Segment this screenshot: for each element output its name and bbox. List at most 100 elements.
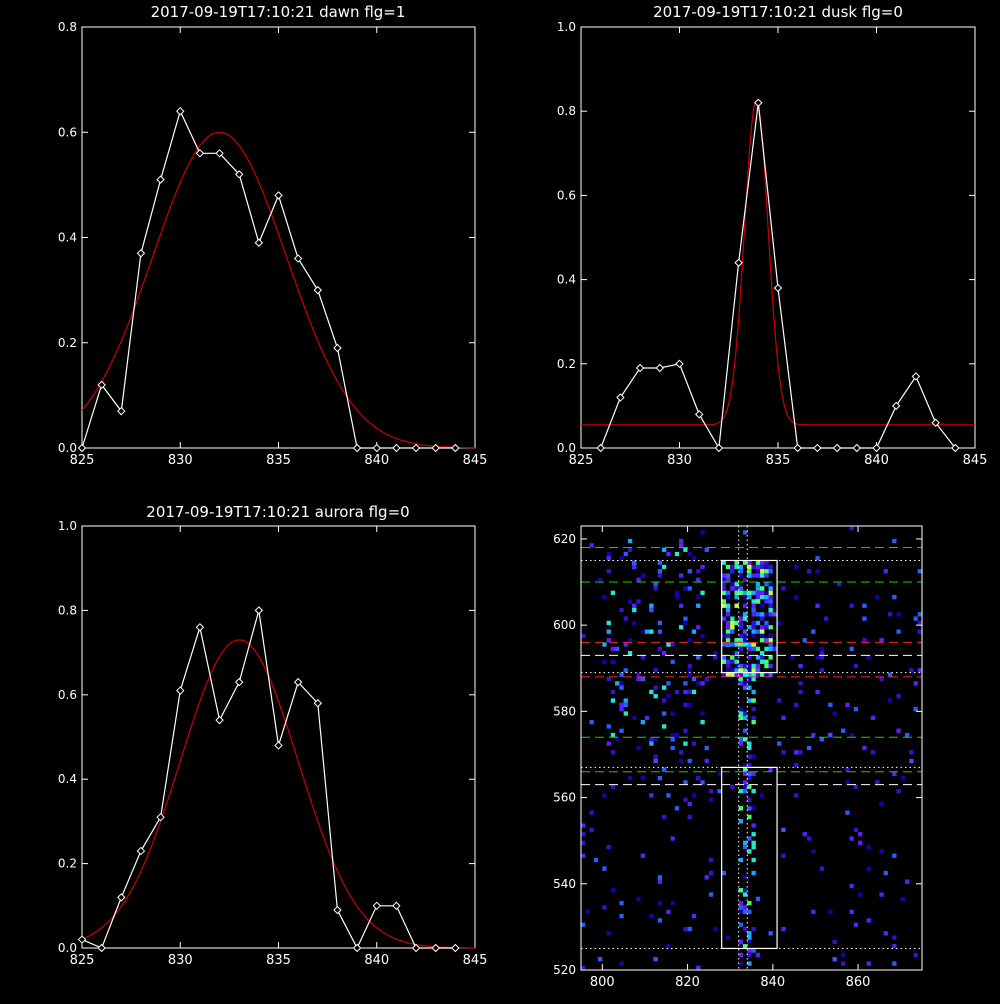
heatmap-pixel bbox=[730, 659, 735, 664]
heatmap-pixel bbox=[772, 646, 778, 651]
data-point bbox=[392, 443, 401, 453]
heatmap-pixel bbox=[649, 741, 654, 746]
heatmap-pixel bbox=[751, 672, 756, 677]
heatmap-pixel bbox=[670, 642, 675, 647]
heatmap-pixel bbox=[751, 590, 756, 595]
heatmap-pixel bbox=[743, 560, 748, 565]
heatmap-pixel bbox=[657, 569, 662, 574]
heatmap-pixel bbox=[743, 663, 748, 669]
data-point bbox=[97, 943, 106, 953]
heatmap-pixel bbox=[875, 595, 880, 600]
heatmap-pixel bbox=[802, 832, 807, 837]
heatmap-pixel bbox=[760, 595, 765, 600]
heatmap-pixel bbox=[747, 939, 752, 945]
heatmap-pixel bbox=[866, 845, 871, 850]
data-point bbox=[136, 846, 146, 856]
heatmap-pixel bbox=[666, 642, 671, 647]
heatmap-pixel bbox=[730, 625, 735, 630]
heatmap-pixel bbox=[734, 560, 739, 565]
heatmap-pixel bbox=[794, 595, 799, 600]
heatmap-pixel bbox=[743, 888, 748, 893]
heatmap-pixel bbox=[725, 935, 731, 940]
heatmap-pixel bbox=[691, 914, 697, 919]
heatmap-pixel bbox=[747, 909, 752, 914]
heatmap-pixel bbox=[679, 625, 684, 630]
heatmap-pixel bbox=[755, 952, 761, 958]
heatmap-pixel bbox=[743, 789, 748, 794]
heatmap-pixel bbox=[751, 771, 756, 776]
heatmap-pixel bbox=[683, 586, 688, 591]
heatmap-pixel bbox=[743, 530, 748, 535]
heatmap-pixel bbox=[619, 672, 624, 677]
heatmap-pixel bbox=[743, 681, 748, 686]
heatmap-pixel bbox=[657, 879, 662, 884]
heatmap-pixel bbox=[755, 595, 761, 600]
heatmap-pixel bbox=[806, 569, 812, 574]
heatmap-pixel bbox=[738, 573, 743, 578]
heatmap-pixel bbox=[743, 845, 748, 850]
heatmap-pixel bbox=[725, 612, 731, 617]
heatmap-pixel bbox=[606, 676, 611, 682]
heatmap-pixel bbox=[636, 676, 641, 682]
heatmap-pixel bbox=[849, 603, 854, 608]
heatmap-pixel bbox=[751, 564, 756, 570]
heatmap-pixel bbox=[747, 776, 752, 781]
heatmap-pixel bbox=[887, 698, 893, 703]
heatmap-pixel bbox=[598, 577, 603, 582]
heatmap-pixel bbox=[755, 655, 761, 660]
heatmap-pixel bbox=[734, 603, 739, 608]
heatmap-pixel bbox=[738, 646, 743, 651]
heatmap-pixel bbox=[760, 616, 765, 621]
y-tick-label: 560 bbox=[553, 791, 576, 805]
heatmap-pixel bbox=[725, 590, 731, 595]
heatmap-pixel bbox=[738, 569, 743, 574]
heatmap-pixel bbox=[696, 965, 701, 970]
heatmap-pixel bbox=[913, 952, 918, 958]
heatmap-pixel bbox=[892, 961, 897, 966]
data-point bbox=[372, 443, 381, 453]
heatmap-pixel bbox=[666, 681, 671, 686]
heatmap-pixel bbox=[606, 724, 611, 729]
heatmap-pixel bbox=[747, 595, 752, 600]
heatmap-pixel bbox=[610, 646, 616, 651]
heatmap-pixel bbox=[636, 672, 641, 677]
heatmap-pixel bbox=[734, 672, 739, 677]
heatmap-pixel bbox=[879, 676, 884, 682]
heatmap-pixel bbox=[619, 961, 624, 966]
heatmap-pixel bbox=[700, 720, 705, 725]
heatmap-pixel bbox=[721, 603, 726, 608]
data-point bbox=[77, 443, 87, 453]
heatmap-pixel bbox=[870, 715, 876, 720]
heatmap-pixel bbox=[862, 638, 867, 643]
data-point bbox=[773, 283, 783, 293]
heatmap-pixel bbox=[738, 922, 743, 927]
heatmap-pixel bbox=[717, 771, 722, 776]
heatmap-pixel bbox=[623, 711, 628, 716]
heatmap-pixel bbox=[743, 616, 748, 621]
heatmap-pixel bbox=[764, 672, 769, 677]
heatmap-pixel bbox=[653, 694, 658, 699]
y-tick-label: 580 bbox=[553, 704, 576, 718]
heatmap-pixel bbox=[751, 663, 756, 669]
heatmap-pixel bbox=[798, 663, 803, 669]
heatmap-pixel bbox=[794, 793, 799, 798]
y-tick-label: 1.0 bbox=[58, 519, 77, 533]
heatmap-pixel bbox=[747, 849, 752, 854]
heatmap-pixel bbox=[768, 663, 773, 669]
heatmap-pixel bbox=[725, 672, 731, 677]
y-tick-label: 0.8 bbox=[58, 20, 77, 34]
y-tick-label: 0.0 bbox=[58, 441, 77, 455]
heatmap-pixel bbox=[657, 875, 662, 880]
heatmap-pixel bbox=[679, 543, 684, 548]
heatmap-pixel bbox=[581, 965, 586, 970]
heatmap-pixel bbox=[747, 948, 752, 953]
heatmap-pixel bbox=[743, 737, 748, 742]
data-point bbox=[411, 943, 421, 953]
data-point bbox=[117, 893, 126, 902]
heatmap-pixel bbox=[581, 633, 586, 639]
heatmap-pixel bbox=[581, 832, 586, 837]
data-point bbox=[234, 170, 244, 179]
data-point bbox=[195, 149, 205, 158]
y-tick-label: 620 bbox=[553, 532, 576, 546]
heatmap-pixel bbox=[730, 784, 735, 789]
